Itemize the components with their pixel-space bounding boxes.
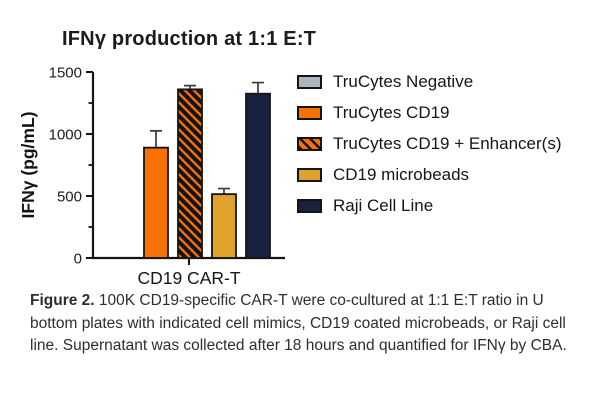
- legend-label: Raji Cell Line: [333, 195, 434, 215]
- bar-cd19-microbeads: [211, 193, 237, 259]
- figure-caption-label: Figure 2.: [30, 292, 95, 309]
- legend-swatch-cd19-microbeads: [297, 167, 322, 182]
- legend-item-trucytes-cd19: TruCytes CD19: [297, 97, 561, 128]
- y-axis-tick-label: 1500: [49, 65, 82, 82]
- y-axis-tick-label: 0: [74, 251, 82, 268]
- legend-swatch-trucytes-negative: [297, 74, 322, 89]
- figure-caption: Figure 2. 100K CD19-specific CAR-T were …: [30, 290, 590, 358]
- bar-trucytes-cd19: [143, 146, 169, 259]
- error-bar-raji-cell-line: [252, 81, 264, 94]
- legend-swatch-trucytes-cd19: [297, 105, 322, 120]
- bar-raji-cell-line: [245, 92, 271, 259]
- legend-item-cd19-microbeads: CD19 microbeads: [297, 159, 561, 190]
- legend-swatch-trucytes-cd19-enhancer-s: [297, 136, 322, 151]
- chart-title: IFNγ production at 1:1 E:T: [62, 28, 317, 50]
- legend-label: TruCytes CD19 + Enhancer(s): [333, 133, 562, 153]
- bar-chart: 0 500 1000 1500 IFNγ (pg/mL) CD19 CAR-T: [18, 65, 285, 288]
- legend-item-raji-cell-line: Raji Cell Line: [297, 190, 561, 221]
- legend-item-trucytes-cd19-enhancer-s: TruCytes CD19 + Enhancer(s): [297, 128, 561, 159]
- error-bar-cd19-microbeads: [218, 187, 230, 195]
- legend-label: CD19 microbeads: [333, 164, 470, 184]
- bar-trucytes-cd19-enhancer-s: [177, 88, 203, 259]
- legend-label: TruCytes Negative: [333, 71, 474, 91]
- y-axis-tick-label: 500: [57, 189, 82, 206]
- legend-label: TruCytes CD19: [333, 102, 450, 122]
- y-axis-label: IFNγ (pg/mL): [18, 112, 38, 219]
- error-bar-trucytes-cd19: [150, 130, 162, 148]
- y-axis-tick-label: 1000: [49, 127, 82, 144]
- x-axis-tick-label: CD19 CAR-T: [137, 268, 240, 288]
- figure-caption-text: 100K CD19-specific CAR-T were co-culture…: [30, 292, 567, 354]
- legend-item-trucytes-negative: TruCytes Negative: [297, 66, 561, 97]
- legend-swatch-raji-cell-line: [297, 198, 322, 213]
- chart-legend: TruCytes Negative TruCytes CD19 TruCytes C…: [297, 66, 561, 221]
